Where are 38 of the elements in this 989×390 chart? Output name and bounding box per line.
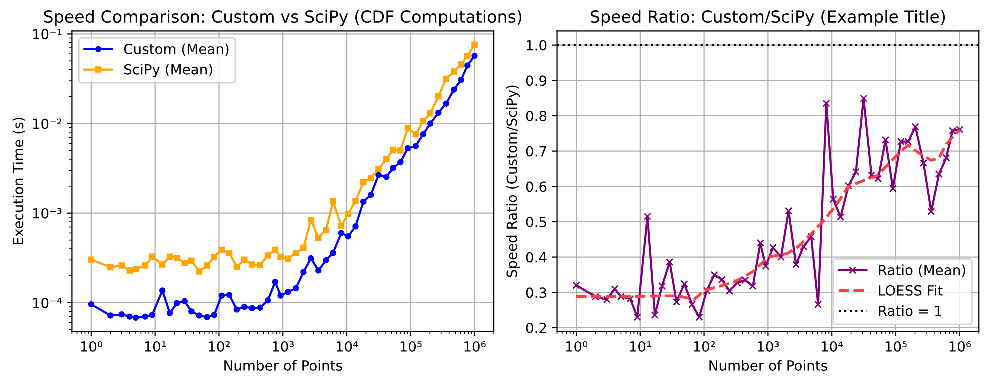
x-axis-title: Number of Points — [224, 360, 342, 371]
y-tick-label: 0.5 — [526, 216, 546, 228]
y-tick-label: 0.7 — [526, 146, 546, 157]
x-tick-label: 10⁴ — [822, 341, 844, 352]
legend-label: Custom (Mean) — [124, 44, 229, 56]
y-axis-title: Speed Ratio (Custom/SciPy) — [506, 86, 520, 278]
x-axis-title: Number of Points — [710, 360, 828, 371]
x-tick-label: 10⁵ — [400, 341, 422, 352]
chart-title: Speed Comparison: Custom vs SciPy (CDF Computations) — [44, 10, 522, 26]
x-tick-label: 10⁶ — [950, 341, 972, 352]
y-tick-label: 10⁻² — [33, 118, 62, 130]
y-tick-label: 0.9 — [526, 76, 547, 86]
x-tick-label: 10⁴ — [336, 341, 358, 352]
y-tick-label: 0.3 — [526, 288, 546, 298]
y-tick-label: 0.4 — [526, 252, 547, 263]
x-tick-label: 10³ — [758, 341, 780, 352]
y-tick-label: 10⁻⁴ — [33, 298, 62, 308]
x-tick-label: 10² — [209, 341, 230, 352]
x-tick-label: 10¹ — [630, 341, 652, 352]
y-tick-label: 0.2 — [526, 322, 546, 334]
legend-label: Ratio (Mean) — [879, 264, 966, 278]
x-tick-label: 10³ — [273, 341, 294, 352]
y-tick-label: 10⁻¹ — [33, 29, 62, 40]
x-tick-label: 10² — [694, 341, 716, 352]
y-axis-title: Execution Time (s) — [12, 118, 26, 245]
legend-label: LOESS Fit — [879, 285, 943, 296]
x-tick-label: 10⁶ — [464, 341, 486, 352]
x-tick-label: 10⁰ — [81, 341, 103, 352]
x-tick-label: 10¹ — [145, 341, 166, 352]
x-tick-label: 10⁰ — [566, 341, 588, 352]
y-tick-label: 0.6 — [526, 182, 547, 192]
y-tick-label: 10⁻³ — [33, 208, 62, 219]
x-tick-label: 10⁵ — [886, 341, 907, 352]
y-tick-label: 1.0 — [527, 40, 547, 51]
legend-label: SciPy (Mean) — [124, 64, 212, 78]
chart-title: Speed Ratio: Custom/SciPy (Example Title) — [590, 10, 946, 26]
y-tick-label: 0.8 — [526, 110, 547, 122]
legend-label: Ratio = 1 — [879, 306, 942, 316]
